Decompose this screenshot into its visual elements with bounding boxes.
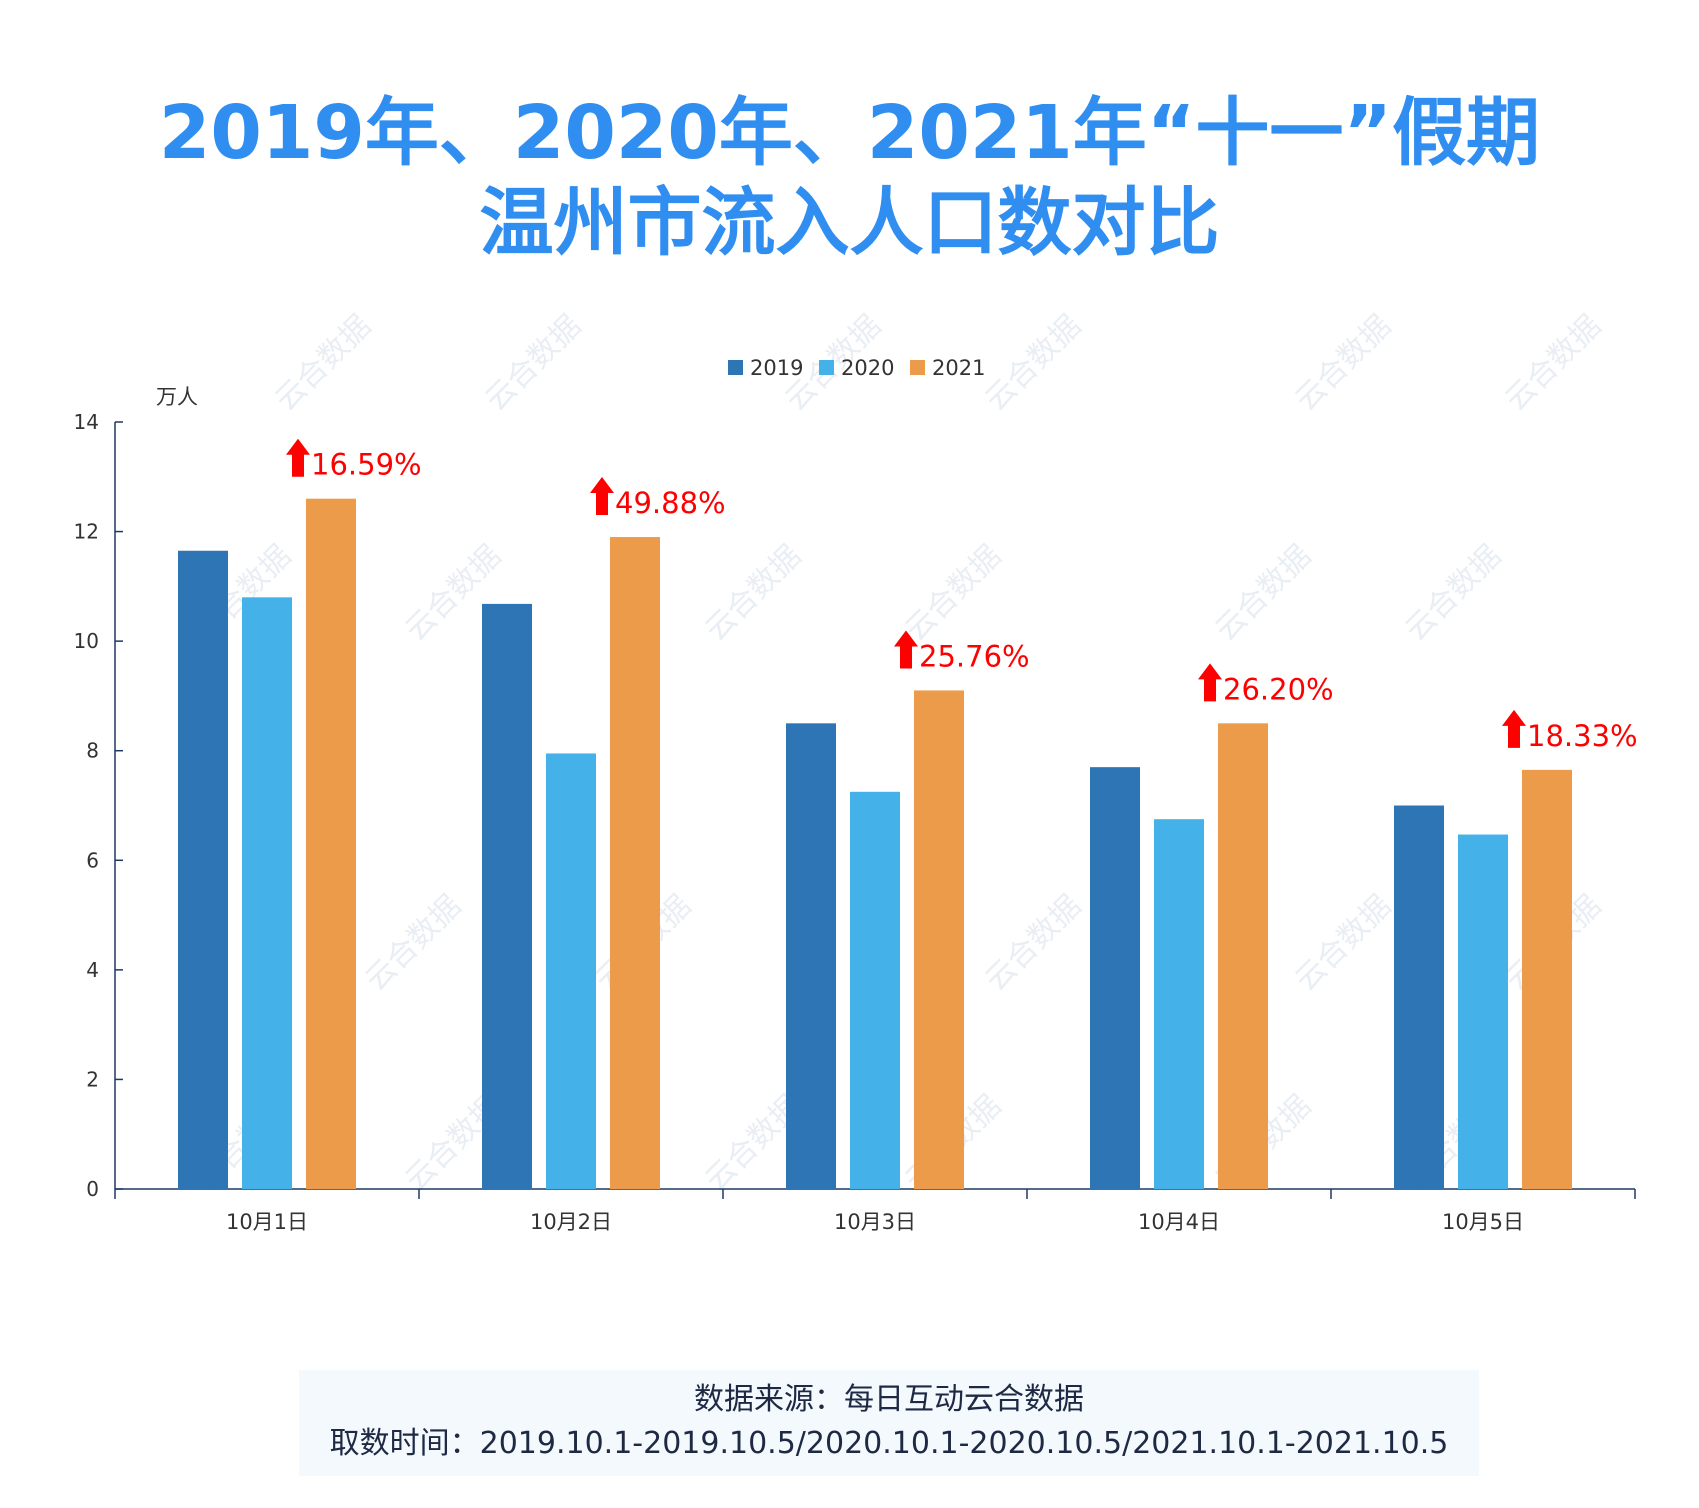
watermark-text: 云合数据 — [698, 538, 808, 648]
legend-swatch-2020 — [819, 360, 834, 375]
data-period-line: 取数时间：2019.10.1-2019.10.5/2020.10.1-2020.… — [329, 1426, 1449, 1461]
x-tick-label: 10月1日 — [226, 1210, 308, 1234]
bar-2020-3 — [850, 791, 900, 1189]
watermark-text: 云合数据 — [1208, 538, 1318, 648]
bar-2021-5 — [1522, 769, 1572, 1189]
watermark-text: 云合数据 — [978, 888, 1088, 998]
bar-2020-1 — [242, 597, 292, 1189]
x-tick-label: 10月2日 — [530, 1210, 612, 1234]
bar-2020-2 — [546, 753, 596, 1189]
growth-label: 18.33% — [1527, 719, 1638, 753]
x-tick-label: 10月4日 — [1138, 1210, 1220, 1234]
growth-label: 16.59% — [311, 448, 422, 482]
y-tick-label: 2 — [86, 1067, 99, 1091]
bar-2021-4 — [1218, 723, 1268, 1189]
bar-2021-2 — [610, 537, 660, 1189]
bar-2019-3 — [786, 723, 836, 1189]
watermark-text: 云合数据 — [1288, 888, 1398, 998]
watermark-text: 云合数据 — [1498, 308, 1608, 418]
x-tick-label: 10月3日 — [834, 1210, 916, 1234]
y-tick-label: 14 — [74, 410, 99, 434]
growth-arrow-icon — [590, 477, 614, 516]
watermark-text: 云合数据 — [478, 308, 588, 418]
data-source-box: 数据来源：每日互动云合数据 取数时间：2019.10.1-2019.10.5/2… — [299, 1370, 1479, 1476]
legend-label-2020: 2020 — [841, 356, 894, 380]
chart-title-line2: 温州市流入人口数对比 — [479, 180, 1220, 266]
chart-title: 2019年、2020年、2021年“十一”假期 温州市流入人口数对比 — [0, 88, 1699, 268]
chart-title-line1: 2019年、2020年、2021年“十一”假期 — [158, 90, 1541, 176]
legend-swatch-2021 — [910, 360, 925, 375]
y-tick-label: 6 — [86, 848, 99, 872]
legend-swatch-2019 — [728, 360, 743, 375]
watermark-text: 云合数据 — [1288, 308, 1398, 418]
bar-2021-1 — [306, 498, 356, 1189]
growth-arrow-icon — [1198, 663, 1222, 702]
growth-arrow-icon — [286, 438, 310, 477]
watermark-text: 云合数据 — [1398, 538, 1508, 648]
legend-label-2019: 2019 — [750, 356, 803, 380]
growth-label: 26.20% — [1223, 672, 1334, 706]
watermark-text: 云合数据 — [898, 538, 1008, 648]
bar-2019-1 — [178, 550, 228, 1189]
y-unit-label: 万人 — [156, 385, 198, 409]
y-tick-label: 4 — [86, 958, 99, 982]
data-source-line: 数据来源：每日互动云合数据 — [694, 1382, 1084, 1417]
y-tick-label: 8 — [86, 739, 99, 763]
y-tick-label: 12 — [74, 520, 99, 544]
growth-arrow-icon — [1502, 709, 1526, 748]
bar-2019-4 — [1090, 767, 1140, 1189]
bar-2019-5 — [1394, 805, 1444, 1189]
watermark-text: 云合数据 — [268, 308, 378, 418]
bar-2021-3 — [914, 690, 964, 1189]
y-tick-label: 0 — [86, 1177, 99, 1201]
bar-2020-4 — [1154, 819, 1204, 1189]
growth-arrow-icon — [894, 630, 918, 669]
bar-2020-5 — [1458, 834, 1508, 1189]
x-tick-label: 10月5日 — [1442, 1210, 1524, 1234]
legend-label-2021: 2021 — [932, 356, 985, 380]
y-tick-label: 10 — [74, 629, 99, 653]
watermark-text: 云合数据 — [978, 308, 1088, 418]
bar-2019-2 — [482, 603, 532, 1189]
growth-label: 25.76% — [919, 639, 1030, 673]
watermark-text: 云合数据 — [358, 888, 468, 998]
growth-label: 49.88% — [615, 486, 726, 520]
